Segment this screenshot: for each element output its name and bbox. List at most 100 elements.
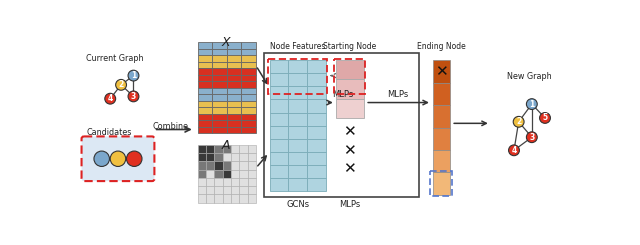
Circle shape: [110, 151, 125, 166]
Bar: [198, 75, 212, 81]
Bar: [307, 60, 326, 73]
Bar: [223, 170, 231, 178]
Bar: [206, 145, 214, 153]
Bar: [206, 170, 214, 178]
Bar: [433, 128, 450, 150]
Bar: [336, 79, 364, 99]
Bar: [248, 145, 256, 153]
Bar: [227, 68, 241, 75]
Text: 3: 3: [529, 133, 534, 142]
Text: 3: 3: [131, 92, 136, 101]
Bar: [289, 99, 307, 112]
Bar: [334, 59, 365, 94]
Bar: [289, 178, 307, 191]
Bar: [307, 112, 326, 126]
Bar: [270, 139, 289, 152]
Bar: [227, 127, 241, 133]
Bar: [231, 153, 239, 161]
Bar: [198, 170, 206, 178]
Bar: [270, 126, 289, 139]
Bar: [212, 49, 227, 55]
Bar: [433, 83, 450, 105]
Text: 4: 4: [108, 94, 113, 103]
Bar: [241, 81, 256, 88]
Bar: [433, 60, 450, 83]
Text: $A$: $A$: [221, 139, 232, 152]
Bar: [241, 94, 256, 101]
Bar: [239, 145, 248, 153]
Bar: [248, 178, 256, 186]
Bar: [336, 99, 364, 118]
Bar: [206, 178, 214, 186]
Text: Node Features: Node Features: [270, 42, 326, 51]
Circle shape: [105, 93, 116, 104]
Bar: [231, 145, 239, 153]
Bar: [307, 86, 326, 99]
Bar: [214, 145, 223, 153]
Text: 2: 2: [118, 80, 124, 89]
Bar: [270, 60, 289, 73]
Bar: [289, 152, 307, 165]
Bar: [223, 186, 231, 194]
Bar: [206, 161, 214, 170]
Bar: [268, 59, 327, 94]
Bar: [198, 178, 206, 186]
Bar: [198, 114, 212, 120]
Bar: [227, 107, 241, 114]
Bar: [212, 55, 227, 62]
Bar: [307, 73, 326, 86]
Bar: [248, 186, 256, 194]
Bar: [241, 68, 256, 75]
Bar: [307, 165, 326, 178]
Bar: [241, 55, 256, 62]
Bar: [227, 81, 241, 88]
Bar: [289, 73, 307, 86]
Bar: [214, 153, 223, 161]
Bar: [227, 42, 241, 49]
Bar: [241, 42, 256, 49]
Bar: [241, 107, 256, 114]
Bar: [241, 120, 256, 127]
Bar: [307, 99, 326, 112]
Bar: [206, 186, 214, 194]
Bar: [307, 178, 326, 191]
Bar: [241, 62, 256, 68]
Bar: [214, 161, 223, 170]
Bar: [248, 161, 256, 170]
Text: ✕: ✕: [343, 143, 356, 158]
Bar: [270, 112, 289, 126]
Text: ✕: ✕: [343, 161, 356, 176]
Bar: [212, 88, 227, 94]
Bar: [214, 194, 223, 203]
Text: Ending Node: Ending Node: [417, 42, 465, 51]
Bar: [198, 101, 212, 107]
Bar: [231, 186, 239, 194]
FancyBboxPatch shape: [81, 136, 154, 181]
Bar: [227, 75, 241, 81]
Bar: [241, 101, 256, 107]
Bar: [241, 127, 256, 133]
Bar: [212, 62, 227, 68]
Bar: [206, 194, 214, 203]
Bar: [248, 194, 256, 203]
Bar: [214, 170, 223, 178]
Circle shape: [116, 79, 127, 90]
Bar: [198, 55, 212, 62]
Text: 1: 1: [131, 71, 136, 80]
Bar: [223, 194, 231, 203]
Bar: [239, 178, 248, 186]
Bar: [198, 145, 206, 153]
Text: Current Graph: Current Graph: [86, 54, 144, 63]
Bar: [307, 126, 326, 139]
Bar: [223, 153, 231, 161]
Bar: [198, 42, 212, 49]
Circle shape: [127, 151, 142, 166]
Text: GCNs: GCNs: [286, 200, 309, 209]
Bar: [241, 114, 256, 120]
Bar: [198, 127, 212, 133]
Circle shape: [94, 151, 109, 166]
Text: 5: 5: [543, 113, 548, 122]
Bar: [198, 68, 212, 75]
Bar: [270, 165, 289, 178]
Bar: [307, 139, 326, 152]
